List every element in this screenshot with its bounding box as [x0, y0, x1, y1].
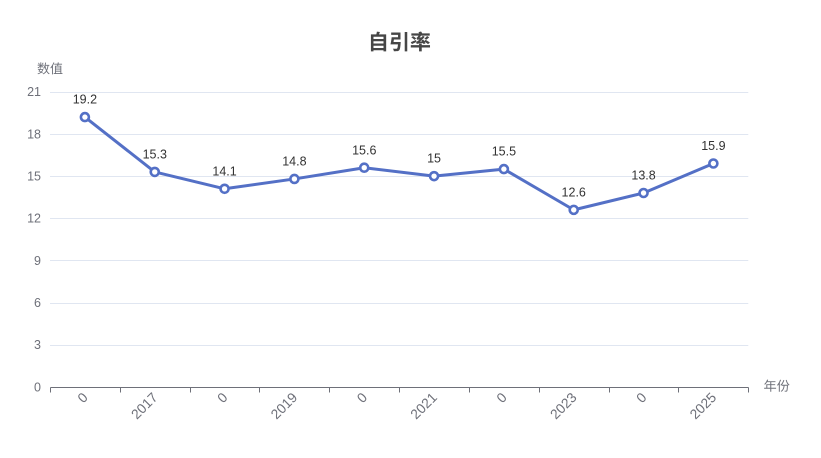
svg-text:0: 0 [34, 380, 41, 394]
svg-text:9: 9 [34, 254, 41, 268]
svg-text:19.2: 19.2 [73, 93, 97, 107]
svg-text:15: 15 [427, 152, 441, 166]
svg-text:18: 18 [27, 127, 41, 141]
svg-text:15: 15 [27, 170, 41, 184]
svg-text:12.6: 12.6 [562, 185, 586, 199]
svg-text:15.3: 15.3 [143, 148, 167, 162]
svg-text:21: 21 [27, 85, 41, 99]
svg-text:6: 6 [34, 296, 41, 310]
svg-text:15.9: 15.9 [701, 139, 725, 153]
svg-text:14.8: 14.8 [282, 155, 306, 169]
svg-text:14.1: 14.1 [212, 164, 236, 178]
svg-text:12: 12 [27, 212, 41, 226]
svg-text:13.8: 13.8 [631, 169, 655, 183]
svg-text:15.6: 15.6 [352, 143, 376, 157]
svg-text:3: 3 [34, 338, 41, 352]
svg-text:15.5: 15.5 [492, 145, 516, 159]
